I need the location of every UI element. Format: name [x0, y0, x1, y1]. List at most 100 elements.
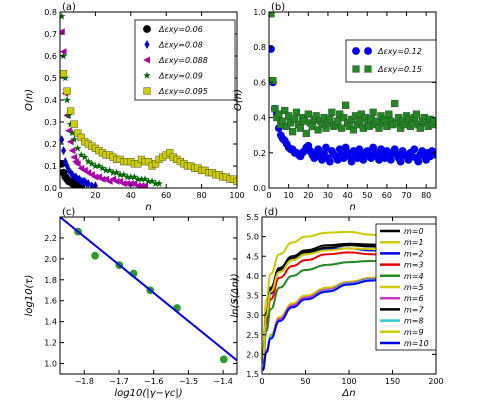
point-p0-s3-14	[95, 162, 103, 170]
x-tick-label: 50	[362, 191, 372, 200]
y-tick-label: 0.4	[44, 96, 57, 105]
y-tick-label: 0.0	[44, 184, 57, 193]
point-p1-s1-0	[269, 12, 275, 18]
point-p0-s3-20	[116, 170, 124, 179]
x-tick-label: 20	[90, 191, 100, 200]
legend-marker	[143, 56, 150, 64]
x-axis-label: log10(|γ−γc|)	[114, 388, 182, 399]
point-p1-s0-30	[326, 157, 334, 166]
point-p0-s2-24	[127, 180, 134, 188]
point-p0-s3-11	[84, 157, 93, 165]
series-line-m=1	[262, 230, 393, 352]
x-tick-label: 0	[57, 191, 62, 200]
legend-box	[345, 39, 437, 83]
point-p0-s2-6	[68, 147, 76, 155]
point-p1-s1-60	[385, 110, 393, 118]
point-p0-s4-3	[70, 120, 78, 128]
point-p1-s0-73	[410, 145, 419, 154]
legend-label: m=1	[404, 238, 424, 247]
panel-d: 0 50 100 150 200 1.5 2.0 2.5 3.0 3.5 4.0 4.5 5.0 5.5 (…	[230, 207, 444, 399]
y-tick-label: 3.5	[246, 292, 259, 301]
y-tick-label: 4.0	[246, 272, 259, 281]
point-p0-s3-31	[155, 179, 163, 187]
y-tick-label: 0.2	[44, 140, 57, 149]
x-tick-label: 80	[421, 191, 431, 200]
point-p0-s3-8	[73, 144, 82, 152]
legend-marker	[143, 71, 151, 79]
point-p0-s2-16	[98, 175, 106, 183]
x-axis-label: Δn	[341, 388, 355, 399]
point-p1-s1-63	[391, 99, 399, 108]
point-p1-s1-23	[312, 112, 320, 120]
point-p0-s3-27	[141, 175, 149, 183]
point-p0-s3-25	[134, 175, 142, 183]
plot-area	[262, 230, 393, 372]
x-tick-label: 80	[197, 191, 207, 200]
series-line-fit	[60, 217, 237, 362]
y-tick-label: 1.0	[44, 360, 57, 369]
point-p0-s3-29	[148, 177, 156, 185]
panel-c: −1.8 −1.7 −1.6 −1.5 −1.4 1.0 1.2 1.4 1.6 1.8 2.0 2.…	[24, 207, 238, 399]
panel-label: (b)	[271, 2, 285, 13]
legend-label: m=9	[404, 328, 424, 337]
y-tick-label: 2.0	[44, 255, 57, 264]
point-p1-s1-1	[269, 77, 277, 85]
x-tick-label: −1.5	[179, 377, 198, 386]
y-axis-label: O(n)	[24, 89, 35, 111]
y-tick-label: 0.2	[253, 149, 266, 158]
point-p0-s3-7	[70, 135, 78, 143]
point-p0-s2-9	[73, 160, 81, 168]
point-p1-s1-24	[314, 126, 322, 134]
point-p0-s3-15	[98, 164, 107, 172]
point-p1-s1-13	[292, 108, 301, 116]
y-axis-label: log10(τ)	[24, 275, 35, 317]
series-line-m=9	[262, 247, 393, 360]
point-p0-s3-21	[119, 170, 128, 179]
point-p0-s3-13	[91, 162, 100, 170]
y-tick-label: 4.5	[246, 252, 259, 261]
x-tick-label: 150	[385, 377, 400, 386]
legend-label: Δεxy=0.09	[158, 72, 203, 81]
legend-label: Δεxy=0.08	[158, 41, 203, 50]
point-p1-s0-66	[396, 157, 405, 166]
panel-label: (c)	[62, 207, 75, 218]
legend-marker	[364, 65, 372, 73]
x-tick-label: −1.8	[75, 377, 94, 386]
y-tick-label: 0.4	[253, 114, 266, 123]
y-tick-label: 3.0	[246, 311, 259, 320]
point-p0-s3-6	[68, 129, 77, 137]
x-tick-label: 40	[126, 191, 136, 200]
point-p0-s3-18	[109, 168, 117, 176]
series-line-m=3	[262, 251, 393, 362]
series-line-m=10	[262, 278, 393, 372]
legend-marker	[364, 47, 372, 55]
legend-label: Δεxy=0.12	[377, 47, 422, 56]
point-p1-s0-75	[414, 157, 423, 166]
y-tick-label: 1.5	[246, 370, 259, 379]
legend-label: m=3	[404, 261, 424, 270]
y-tick-label: 0.6	[44, 52, 57, 61]
point-p0-s2-14	[91, 173, 99, 181]
point-p0-s3-12	[88, 159, 96, 168]
point-p1-s1-19	[304, 110, 312, 118]
y-tick-label: 0.1	[44, 162, 57, 171]
y-tick-label: 0.6	[253, 78, 266, 87]
point-p0-s4-49	[233, 177, 237, 186]
legend-marker	[143, 25, 151, 33]
point-p1-s0-24	[314, 145, 323, 154]
point-p1-s0-61	[386, 155, 395, 164]
plot-area	[269, 12, 436, 166]
point-p0-s3-17	[105, 166, 114, 174]
point-p0-s3-23	[127, 173, 135, 181]
panel-label: (d)	[264, 207, 278, 218]
point-p1-s1-11	[288, 128, 297, 136]
x-tick-label: −1.7	[109, 377, 128, 386]
point-p0-s3-28	[144, 177, 153, 185]
y-tick-label: 1.2	[44, 339, 57, 348]
legend-box	[134, 19, 236, 101]
point-p0-s3-16	[102, 166, 110, 174]
y-tick-label: 0.0	[253, 184, 266, 193]
point-p0-s2-28	[141, 182, 148, 188]
point-p1-s1-55	[375, 124, 383, 132]
